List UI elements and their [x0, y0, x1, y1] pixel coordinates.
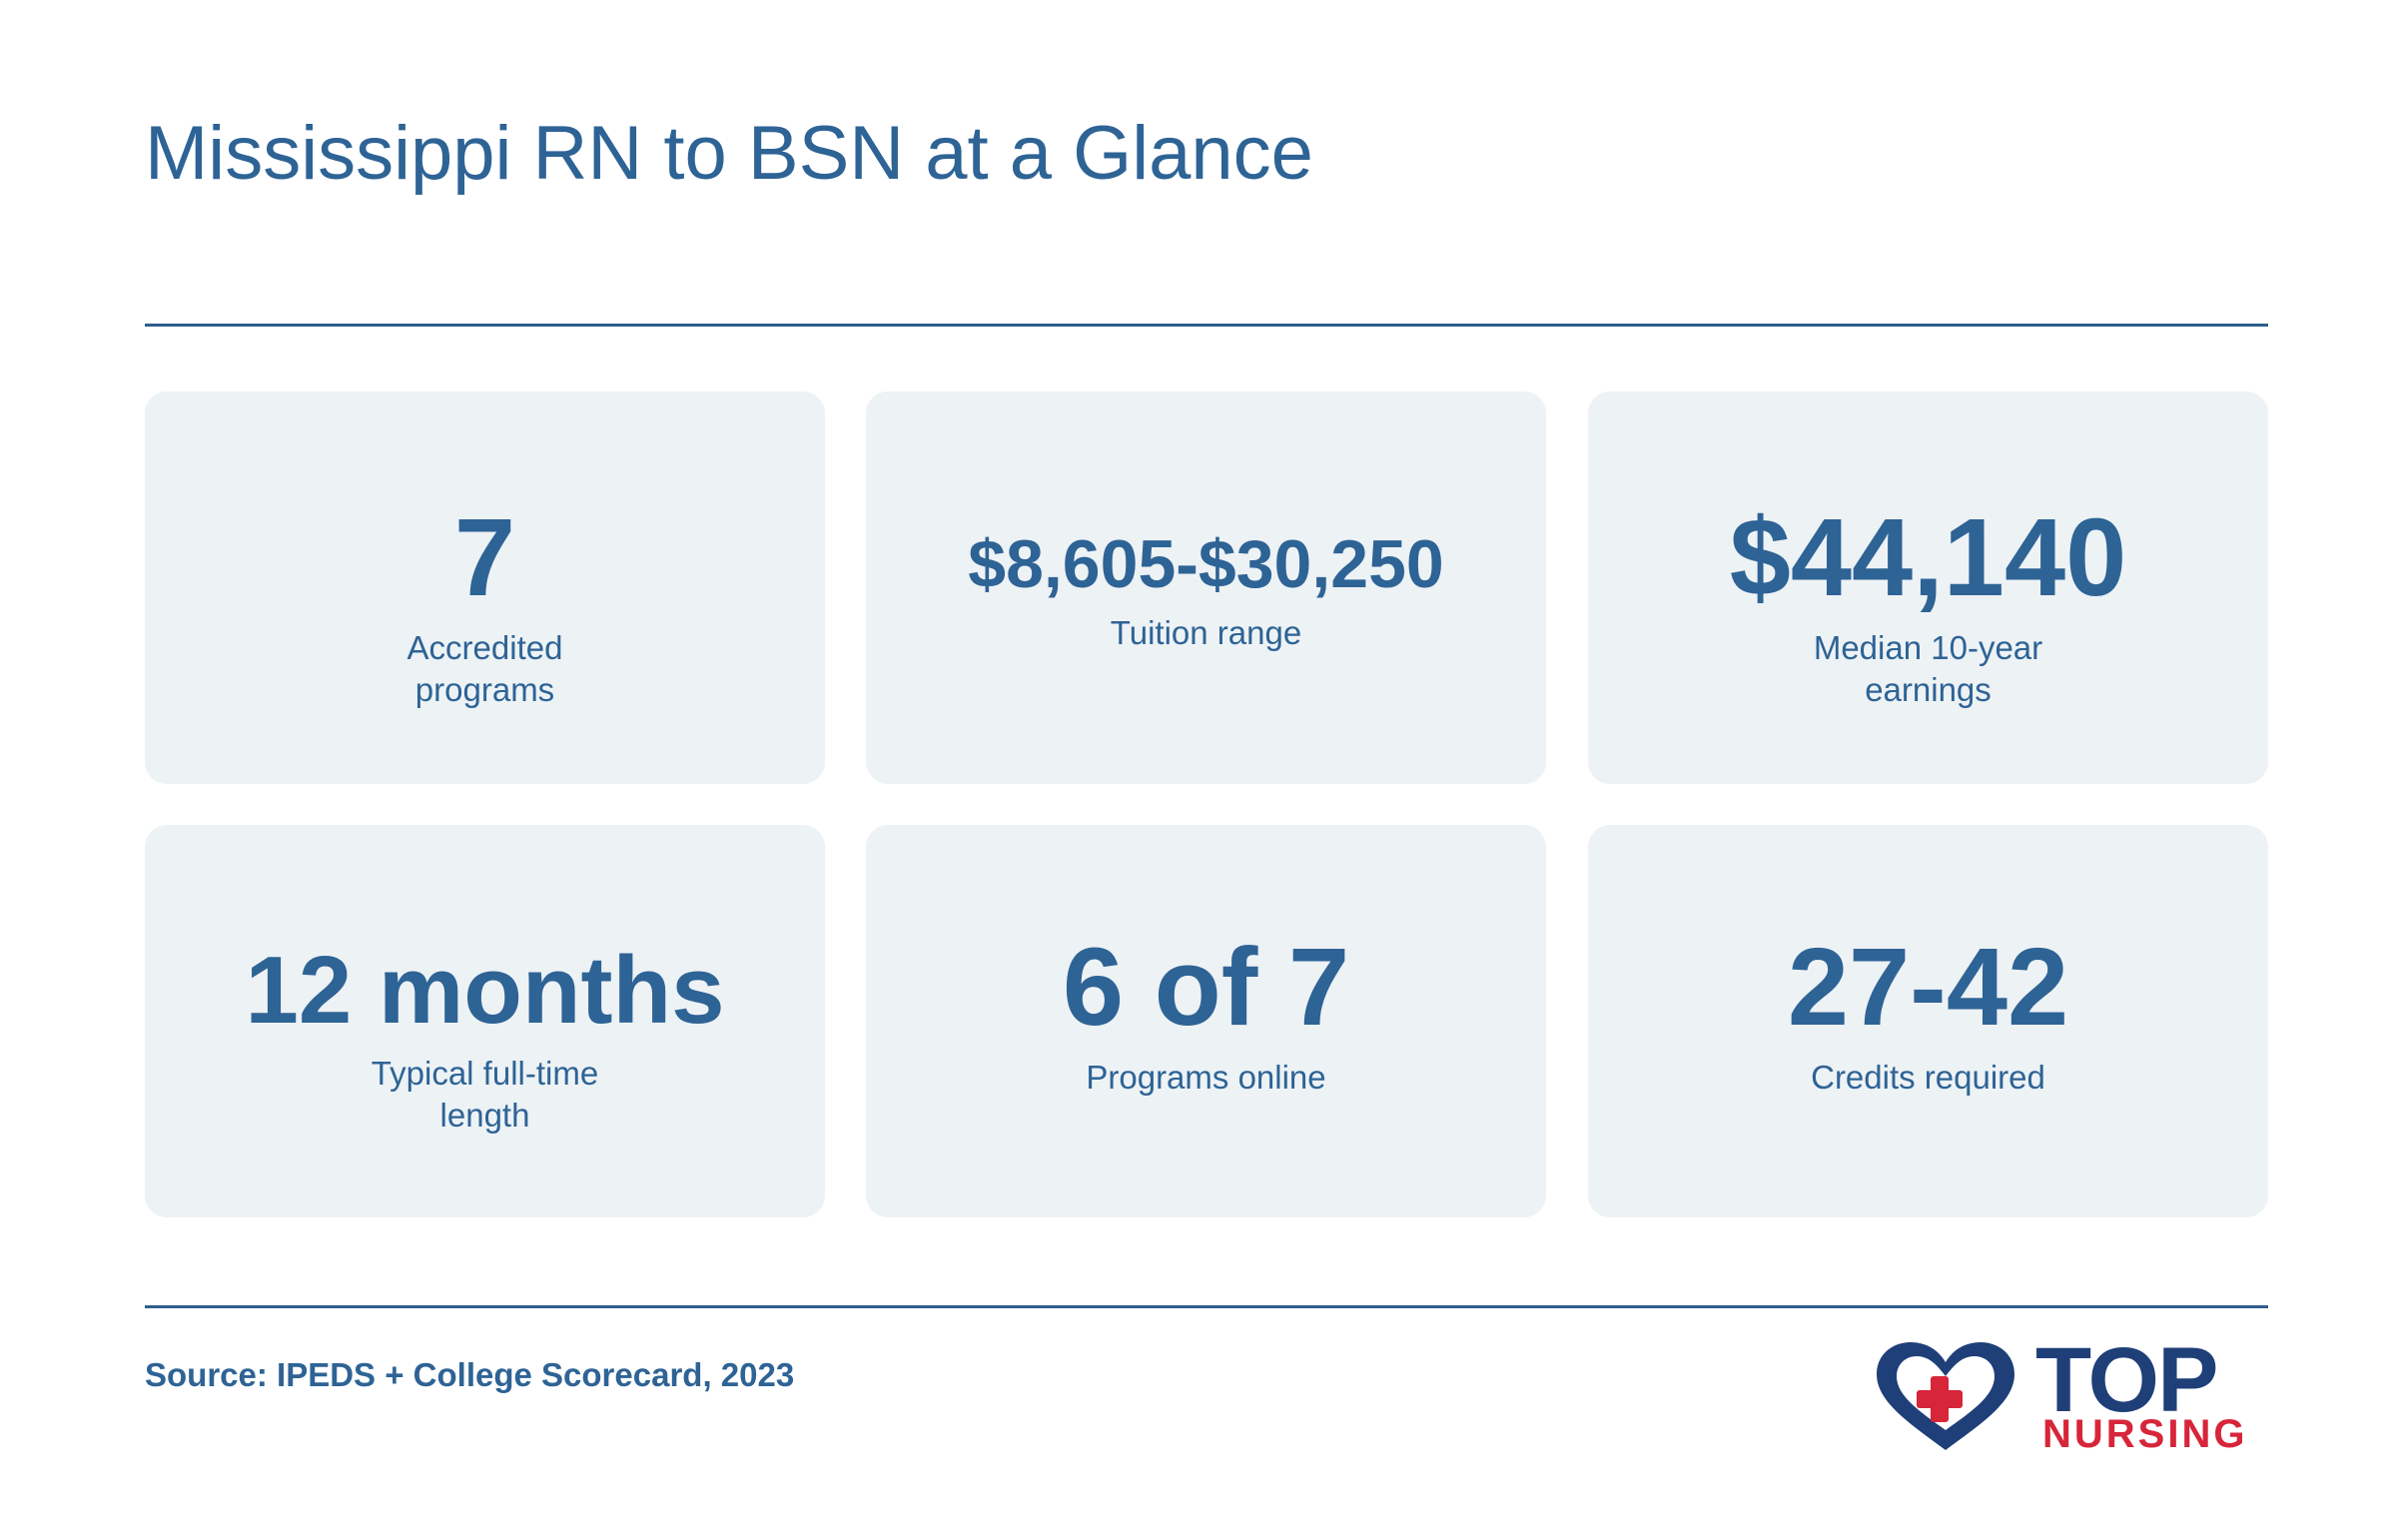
heart-cross-icon	[1877, 1342, 2014, 1450]
stat-value: $8,605-$30,250	[968, 526, 1444, 602]
top-divider	[145, 324, 2268, 327]
stat-label: Median 10-year earnings	[1813, 629, 2043, 708]
logo-top-text: TOP	[2035, 1329, 2218, 1431]
stat-value: 27-42	[1787, 926, 2069, 1049]
stat-value: 12 months	[245, 937, 725, 1044]
bottom-divider	[145, 1305, 2268, 1308]
stat-value: 7	[453, 496, 516, 619]
stat-card-tuition-range: $8,605-$30,250 Tuition range	[866, 391, 1546, 784]
source-note: Source: IPEDS + College Scorecard, 2023	[145, 1356, 795, 1393]
stat-card-median-earnings: $44,140 Median 10-year earnings	[1588, 391, 2268, 784]
stat-label: Typical full-time length	[371, 1055, 599, 1134]
stat-value: $44,140	[1729, 496, 2127, 619]
top-nursing-logo: TOP NURSING	[1871, 1334, 2270, 1458]
stat-value: 6 of 7	[1062, 926, 1350, 1049]
stat-card-program-length: 12 months Typical full-time length	[145, 825, 825, 1217]
logo-nursing-text: NURSING	[2042, 1412, 2248, 1456]
stat-card-programs-online: 6 of 7 Programs online	[866, 825, 1546, 1217]
stat-label: Programs online	[1086, 1059, 1326, 1096]
stat-card-accredited-programs: 7 Accredited programs	[145, 391, 825, 784]
stat-label: Tuition range	[1110, 614, 1302, 651]
stat-label: Accredited programs	[406, 629, 563, 708]
stat-card-credits-required: 27-42 Credits required	[1588, 825, 2268, 1217]
page-title: Mississippi RN to BSN at a Glance	[145, 111, 1313, 196]
stat-label: Credits required	[1811, 1059, 2045, 1096]
